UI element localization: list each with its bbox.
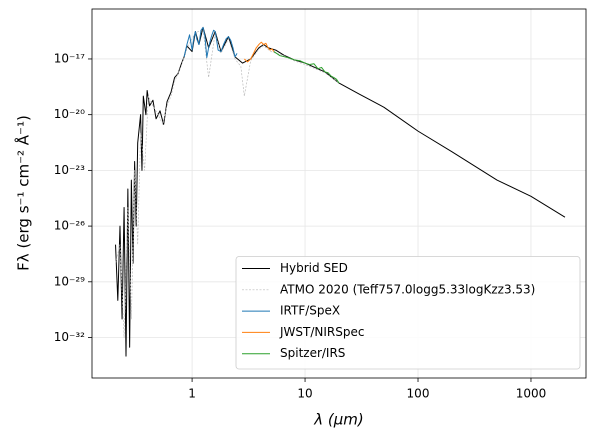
legend-label: JWST/NIRSpec — [279, 325, 364, 339]
legend-label: IRTF/SpeX — [280, 304, 340, 318]
x-tick-label: 1000 — [516, 387, 547, 401]
legend-box — [235, 256, 581, 370]
legend-label: Spitzer/IRS — [280, 346, 345, 360]
y-tick-label: 10⁻²⁶ — [54, 219, 85, 233]
series-line — [243, 41, 275, 63]
ticks: 1 10 100 1000 10⁻³² 10⁻²⁹ 10⁻²⁶ 10⁻²³ 10⁻²⁰ 10⁻¹⁷ — [54, 51, 546, 400]
y-tick-label: 10⁻²³ — [54, 163, 85, 177]
series-line — [115, 28, 340, 338]
legend-label: Hybrid SED — [280, 261, 348, 275]
series-line — [183, 26, 238, 58]
legend: Hybrid SED ATMO 2020 (Teff757.0logg5.33lo… — [235, 256, 581, 370]
y-tick-label: 10⁻³² — [54, 330, 85, 344]
y-tick-label: 10⁻¹⁷ — [54, 51, 85, 65]
plot-frame — [91, 8, 587, 379]
x-tick-label: 10 — [297, 387, 312, 401]
y-tick-label: 10⁻²⁹ — [54, 274, 85, 288]
x-axis-title: λ (μm) — [313, 411, 364, 429]
series-line — [273, 51, 340, 84]
y-tick-label: 10⁻²⁰ — [54, 107, 85, 121]
legend-label: ATMO 2020 (Teff757.0logg5.33logKzz3.53) — [280, 282, 535, 296]
y-axis-title: Fλ (erg s⁻¹ cm⁻² Å⁻¹) — [14, 115, 33, 271]
lines — [115, 26, 566, 357]
x-tick-label: 1 — [188, 387, 196, 401]
x-tick-label: 100 — [407, 387, 430, 401]
